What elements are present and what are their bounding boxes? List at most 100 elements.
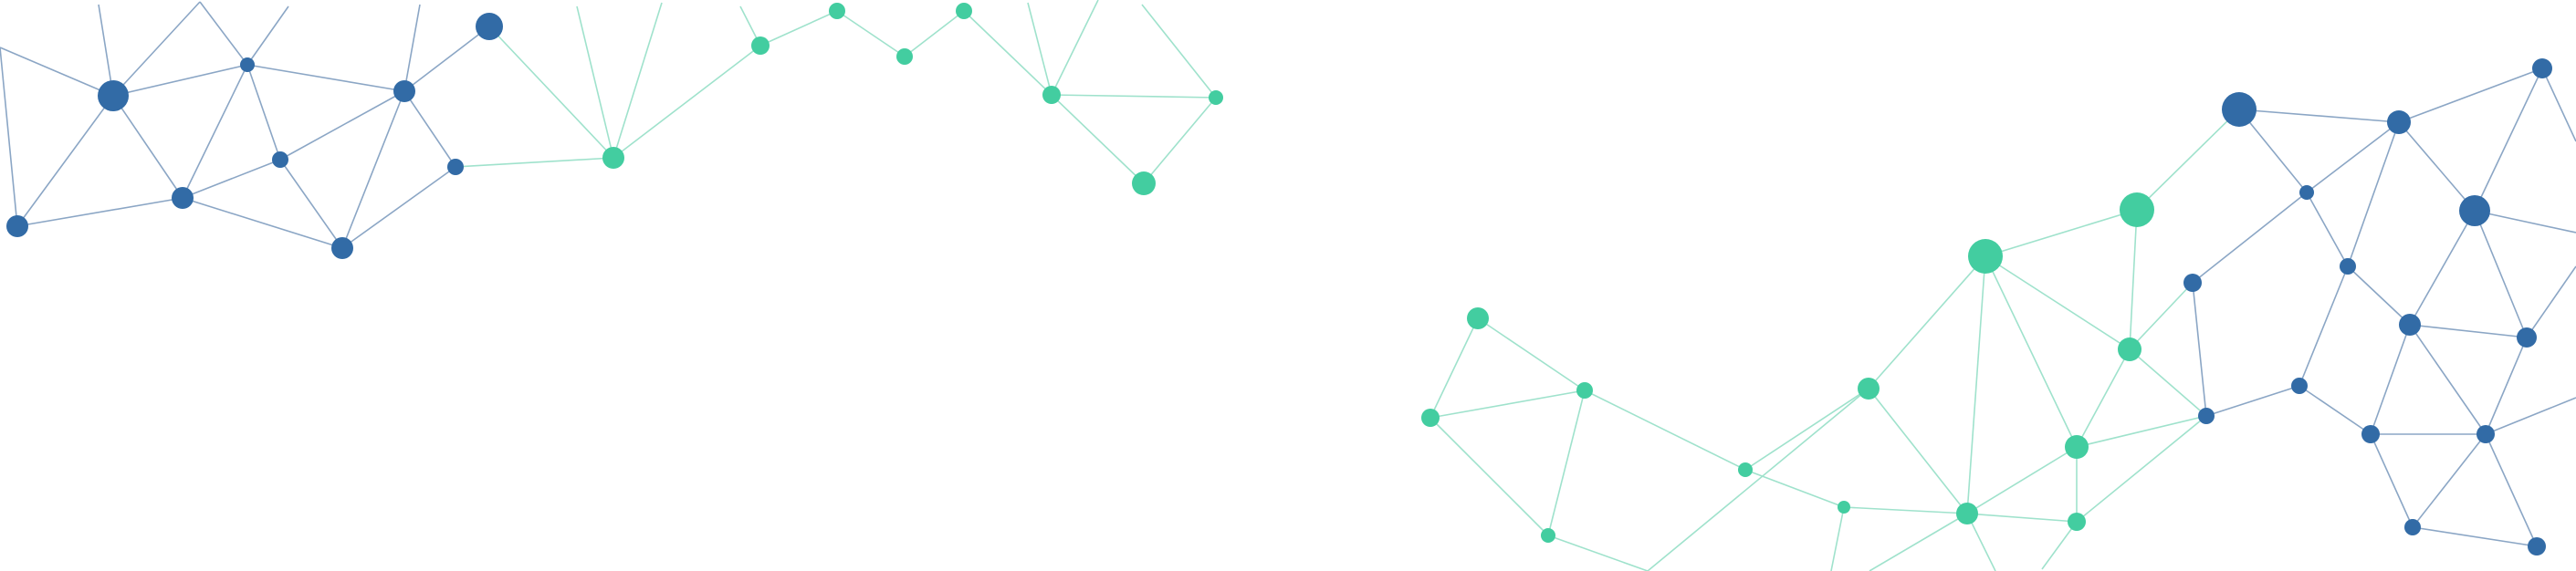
network-node-green — [956, 3, 972, 19]
network-edge-stub — [1141, 4, 1217, 99]
network-edge — [1051, 94, 1145, 184]
network-edge — [1051, 94, 1217, 99]
network-edge — [16, 197, 183, 227]
network-edge — [1477, 317, 1586, 391]
network-edge-stub — [1869, 513, 1968, 571]
network-edge — [182, 64, 248, 199]
network-edge-stub — [1547, 535, 1649, 571]
network-edge — [2485, 433, 2538, 547]
network-edge — [2129, 348, 2207, 417]
network-edge — [2299, 265, 2349, 387]
network-edge-stub — [1647, 388, 1869, 571]
network-edge — [2485, 337, 2528, 435]
network-edge — [1429, 317, 1479, 419]
network-edge — [2129, 282, 2194, 350]
network-node-blue — [2361, 425, 2380, 443]
network-edge — [2370, 433, 2414, 528]
network-node-green — [1541, 528, 1555, 543]
network-edge — [279, 90, 405, 161]
network-node-green — [602, 147, 624, 169]
network-node-blue — [2404, 519, 2421, 535]
network-edge-stub — [613, 2, 663, 159]
network-edge — [403, 26, 490, 92]
network-edge — [2076, 415, 2207, 523]
network-node-blue — [2477, 425, 2495, 443]
network-edge-stub — [199, 1, 248, 66]
network-edge — [2192, 282, 2207, 417]
network-edge — [759, 10, 838, 47]
network-edge — [2076, 415, 2207, 448]
network-edge-stub — [2526, 265, 2576, 338]
network-edge — [488, 26, 614, 159]
network-edge — [1984, 209, 2138, 257]
network-node-blue — [98, 80, 129, 111]
network-edge — [1143, 97, 1217, 184]
network-edge — [1984, 255, 2078, 448]
network-edge — [1868, 255, 1986, 389]
network-edge — [2412, 433, 2487, 528]
network-node-green — [1421, 409, 1440, 427]
network-edge — [112, 64, 248, 97]
network-node-blue — [6, 215, 28, 237]
network-node-green — [896, 48, 913, 65]
network-edge-stub — [2541, 67, 2576, 142]
network-edge-stub — [246, 5, 289, 66]
network-edge — [1843, 506, 1968, 514]
network-node-green — [829, 3, 845, 19]
network-edge-stub — [0, 47, 114, 97]
network-edge — [1966, 446, 2078, 514]
network-node-green — [1858, 378, 1880, 400]
network-node-green — [1467, 307, 1489, 329]
network-node-blue — [2532, 58, 2552, 78]
network-node-blue — [2291, 378, 2308, 394]
network-edge — [2129, 209, 2138, 350]
network-edge — [2306, 192, 2349, 267]
network-node-green — [1132, 171, 1156, 195]
network-node-green — [2068, 513, 2086, 531]
network-edge — [2347, 265, 2411, 326]
network-node-blue — [2459, 195, 2490, 226]
network-edge-stub — [0, 47, 18, 227]
network-edge — [613, 45, 761, 159]
network-edge — [2347, 121, 2400, 267]
network-edge — [1584, 389, 1746, 471]
network-edge — [2474, 210, 2528, 338]
network-node-blue — [2222, 92, 2257, 127]
network-edge — [112, 95, 183, 199]
network-edge — [1744, 388, 1869, 471]
network-edge — [279, 159, 343, 249]
network-edge — [1868, 388, 1968, 514]
network-edge — [836, 10, 906, 57]
network-node-blue — [331, 237, 353, 259]
network-node-green — [1209, 90, 1223, 105]
network-edge — [2412, 526, 2538, 547]
network-edge — [16, 95, 114, 227]
network-node-green — [1968, 239, 2003, 274]
network-edge — [2238, 109, 2308, 193]
network-node-blue — [393, 80, 415, 102]
network-node-blue — [172, 187, 194, 209]
network-edge-stub — [2041, 521, 2078, 570]
network-nodes — [6, 3, 2552, 555]
network-node-blue — [2299, 185, 2314, 200]
network-edge — [1429, 417, 1549, 536]
network-edge — [246, 64, 405, 92]
network-edge — [2238, 109, 2400, 123]
network-node-blue — [447, 159, 464, 175]
network-edge — [2205, 385, 2300, 417]
network-node-green — [1738, 462, 1753, 477]
network-edge — [963, 10, 1052, 96]
network-edge-stub — [1027, 2, 1052, 96]
network-node-green — [1576, 382, 1593, 399]
network-edge — [1966, 513, 2078, 523]
network-node-blue — [2399, 314, 2421, 336]
network-node-green — [751, 36, 770, 55]
network-edge — [2409, 324, 2528, 338]
network-edge-stub — [1051, 0, 1099, 96]
network-node-green — [2118, 337, 2141, 361]
network-edge-stub — [2485, 397, 2576, 435]
network-edge-stub — [112, 1, 201, 97]
network-node-blue — [2198, 408, 2215, 424]
network-edge — [182, 159, 281, 199]
